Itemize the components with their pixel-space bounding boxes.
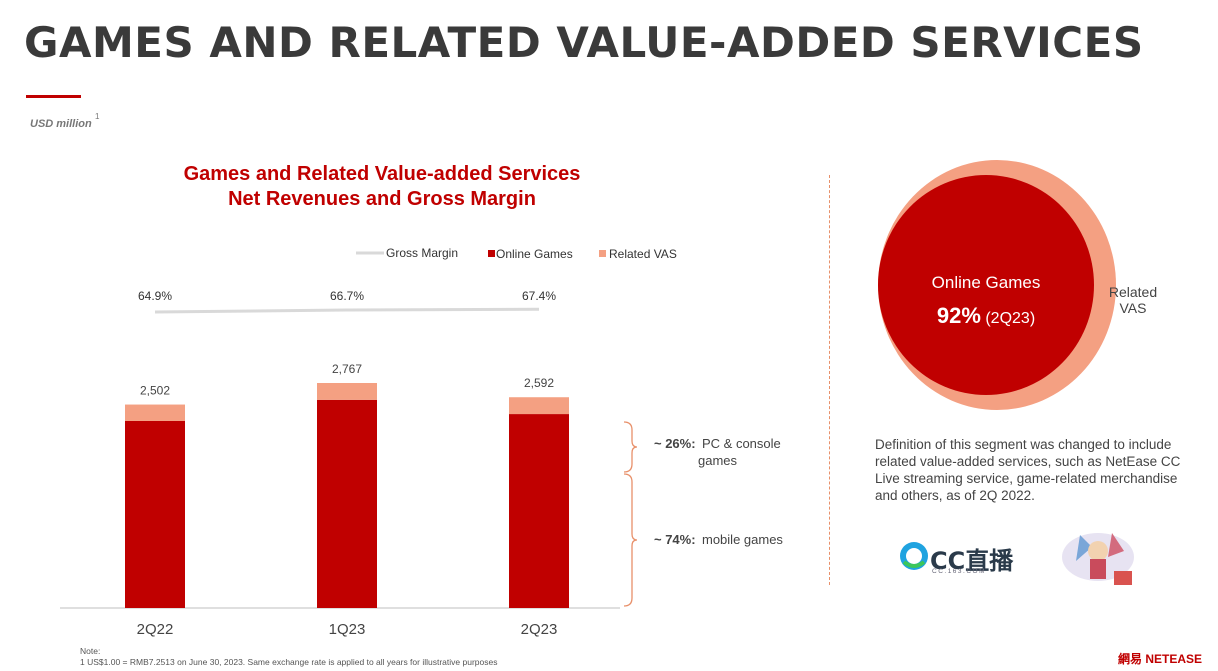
gross-margin-line (154, 307, 540, 314)
note-exchange-rate: 1 US$1.00 = RMB7.2513 on June 30, 2023. … (80, 657, 498, 667)
cc-live-logo-subtext: CC.163.COM (932, 568, 987, 575)
cc-live-logo-icon (900, 542, 928, 570)
annotation-pc-text-line2: games (698, 453, 738, 468)
chart-title-line1: Games and Related Value-added Services (183, 163, 581, 185)
revenue-chart: 2,502 2Q22 2,767 1Q23 2,592 2Q23 64.9% 66.7% 67.… (60, 246, 783, 638)
legend-related-vas-label: Related VAS (609, 247, 677, 261)
note-label: Note: (80, 646, 101, 656)
x-tick-1q23: 1Q23 (329, 621, 366, 638)
page-title: GAMES AND RELATED VALUE-ADDED SERVICES (24, 18, 1144, 67)
section-divider (829, 175, 830, 585)
bar-related-vas-1q23 (317, 383, 377, 400)
chart-title: Games and Related Value-added Services N… (130, 162, 634, 212)
annotation-pc-text-line1: PC & console (702, 436, 781, 451)
total-label-1q23: 2,767 (332, 362, 362, 376)
total-label-2q23: 2,592 (524, 376, 554, 390)
unit-footnote-marker: 1 (95, 112, 100, 121)
legend-online-games-label: Online Games (496, 247, 573, 261)
gross-margin-label-2q23: 67.4% (522, 289, 556, 303)
annotation-mobile-pct: ~ 74%: (654, 532, 696, 547)
online-games-pct: 92% (936, 303, 981, 328)
segment-definition: Definition of this segment was changed t… (875, 437, 1181, 503)
merchandise-figure-icon (1062, 533, 1134, 585)
bar-related-vas-2q23 (509, 397, 569, 415)
netease-brand-logo: 網易 NETEASE (1118, 652, 1203, 666)
online-games-share: 92% (2Q23) (900, 303, 1072, 329)
total-label-2q22: 2,502 (140, 384, 170, 398)
online-games-circle-label: Online Games (931, 273, 1041, 292)
legend-online-games-swatch (488, 250, 495, 257)
annotation-pc-text: PC & console games (698, 436, 781, 468)
cc-live-logo-text: CC直播 (930, 547, 1014, 575)
revenue-mix-diagram (878, 160, 1116, 410)
bracket-pc-console (623, 421, 638, 473)
online-games-period: (2Q23) (985, 310, 1036, 327)
annotation-mobile-text: mobile games (702, 532, 783, 547)
x-tick-2q23: 2Q23 (521, 621, 558, 638)
bar-online-games-1q23 (317, 399, 377, 608)
legend-gross-margin-label: Gross Margin (386, 246, 458, 260)
legend-related-vas-swatch (599, 250, 606, 257)
chart-title-line2: Net Revenues and Gross Margin (228, 188, 536, 210)
gross-margin-label-2q22: 64.9% (138, 289, 172, 303)
unit-label: USD million (30, 118, 92, 130)
bar-related-vas-2q22 (125, 404, 185, 421)
bracket-mobile (623, 473, 638, 607)
title-underline (26, 95, 81, 98)
footnote: Note: 1 US$1.00 = RMB7.2513 on June 30, … (80, 646, 497, 668)
related-vas-label: Related VAS (1100, 284, 1166, 316)
online-games-circle (878, 175, 1094, 395)
related-vas-label-line2: VAS (1119, 300, 1147, 316)
annotation-pc-pct: ~ 26%: (654, 436, 696, 451)
related-vas-label-line1: Related (1108, 284, 1158, 300)
x-tick-2q22: 2Q22 (137, 621, 174, 638)
bar-online-games-2q22 (125, 420, 185, 608)
bar-online-games-2q23 (509, 414, 569, 608)
gross-margin-label-1q23: 66.7% (330, 289, 364, 303)
